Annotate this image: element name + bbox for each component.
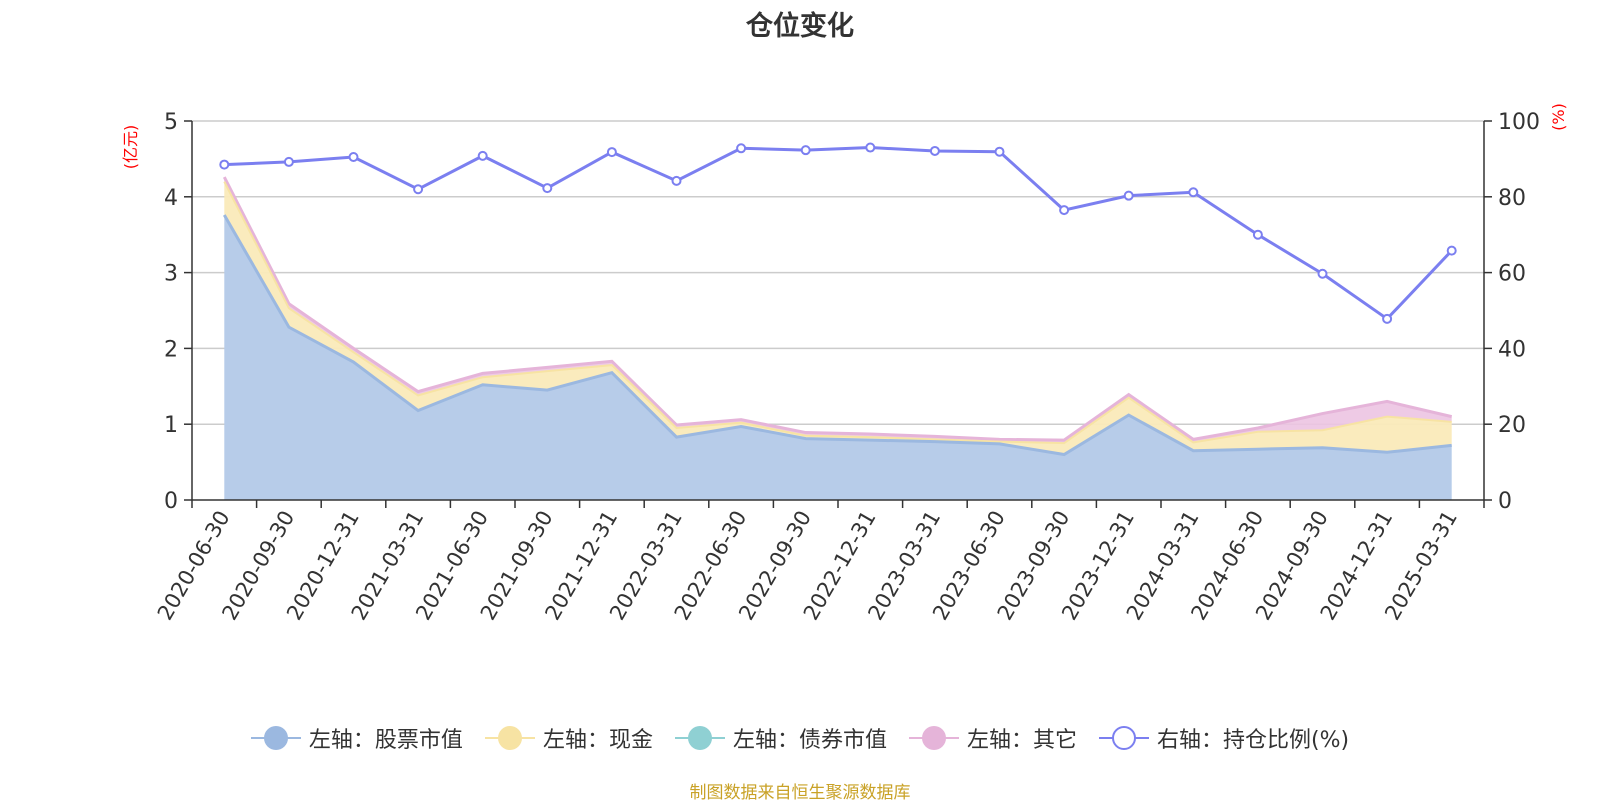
series-ratio-point (1188, 187, 1199, 198)
series-ratio-point (1123, 190, 1134, 201)
right-axis-tick-label: 20 (1498, 413, 1526, 438)
legend-marker-icon (908, 724, 959, 752)
left-axis-tick-label: 4 (164, 186, 178, 211)
legend-marker-icon (1098, 724, 1149, 752)
series-ratio-point (477, 150, 488, 161)
series-ratio-point (800, 145, 811, 156)
series-ratio-point (994, 146, 1005, 157)
left-axis-unit-label: (亿元) (121, 125, 140, 170)
series-ratio-point (1059, 205, 1070, 216)
series-cash-line (223, 181, 1452, 445)
series-other-area (224, 177, 1452, 444)
legend-marker-icon (484, 724, 535, 752)
legend-label: 右轴：持仓比例(%) (1156, 728, 1350, 753)
series-ratio-point (929, 145, 940, 156)
series-ratio-point (1252, 229, 1263, 240)
series-ratio-point (219, 159, 230, 170)
legend-item-cash[interactable]: 左轴：现金 (484, 722, 653, 754)
legend-marker-icon (674, 724, 725, 752)
series-stock-line (223, 214, 1452, 457)
chart-title: 仓位变化 (746, 11, 854, 42)
legend-item-bond[interactable]: 左轴：债券市值 (674, 722, 887, 754)
series-ratio-point (865, 142, 876, 153)
legend-item-stock[interactable]: 左轴：股票市值 (250, 722, 463, 754)
left-axis-tick-label: 0 (164, 489, 178, 514)
series-ratio-point (413, 184, 424, 195)
left-axis-tick-label: 3 (164, 262, 178, 287)
legend-label: 左轴：现金 (542, 728, 653, 753)
legend-item-ratio[interactable]: 右轴：持仓比例(%) (1098, 722, 1350, 754)
left-axis-tick-label: 1 (164, 413, 178, 438)
series-ratio-point (542, 183, 553, 194)
series-ratio-point (348, 152, 359, 163)
right-axis-tick-label: 40 (1498, 337, 1526, 362)
series-other-line (222, 176, 1453, 442)
chart-legend: 左轴：股票市值 左轴：现金 左轴：债券市值 左轴：其它 右轴：持仓比例(%) (0, 722, 1600, 754)
legend-marker-icon (250, 724, 301, 752)
left-axis-tick-label: 2 (164, 337, 178, 362)
legend-label: 左轴：股票市值 (308, 728, 463, 753)
data-source-note: 制图数据来自恒生聚源数据库 (689, 783, 911, 803)
right-axis-unit-label: (%) (1549, 103, 1568, 131)
series-ratio-point (1446, 245, 1457, 256)
series-ratio-point (671, 175, 682, 186)
legend-label: 左轴：债券市值 (732, 728, 887, 753)
series-ratio-point (283, 156, 294, 167)
legend-label: 左轴：其它 (966, 728, 1077, 753)
series-ratio-point (736, 143, 747, 154)
left-axis-tick-label: 5 (164, 110, 178, 135)
legend-item-other[interactable]: 左轴：其它 (908, 722, 1077, 754)
position-change-chart: 012345020406080100(亿元)(%)2020-06-302020-… (121, 103, 1568, 624)
series-stock-area (224, 214, 1452, 500)
series-ratio-point (1317, 268, 1328, 279)
right-axis-tick-label: 0 (1498, 489, 1512, 514)
right-axis-tick-label: 60 (1498, 262, 1526, 287)
series-cash-area (224, 181, 1452, 455)
series-ratio-point (606, 147, 617, 158)
series-ratio-line (224, 146, 1453, 321)
right-axis-tick-label: 100 (1498, 110, 1540, 135)
right-axis-tick-label: 80 (1498, 186, 1526, 211)
series-ratio-point (1382, 313, 1393, 324)
